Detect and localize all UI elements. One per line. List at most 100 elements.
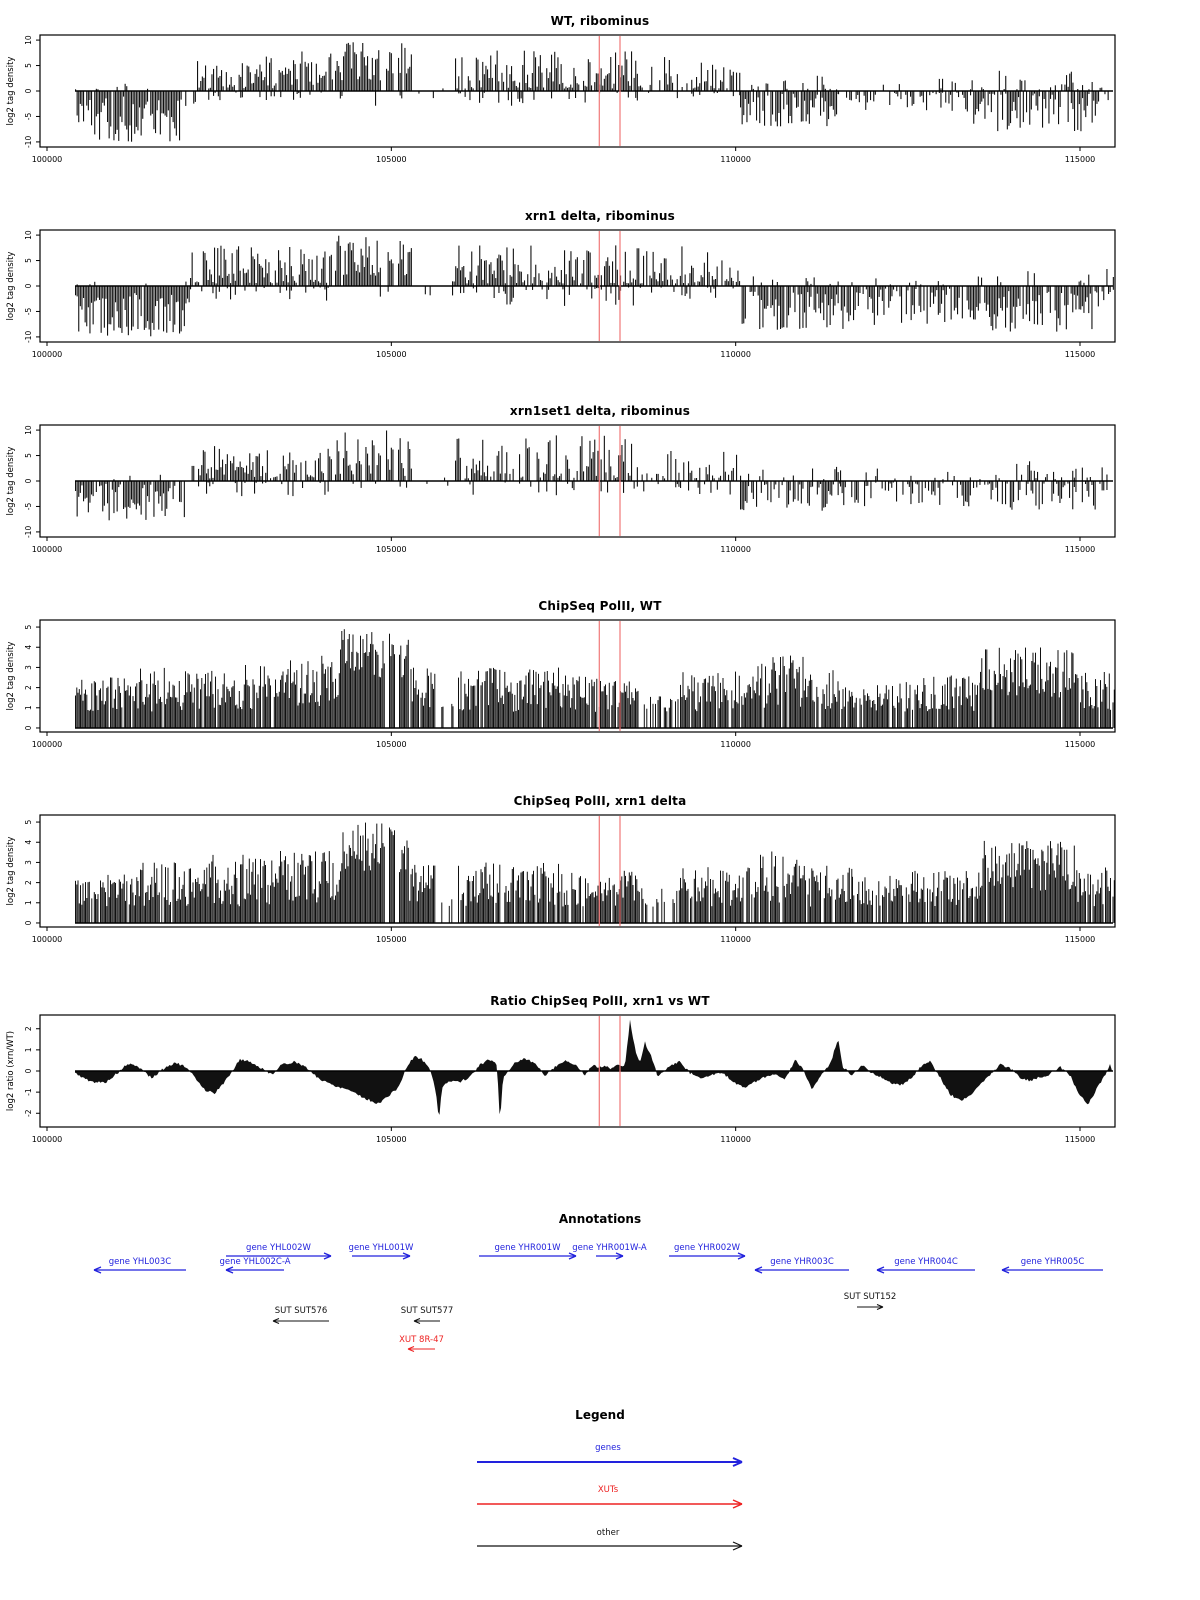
gene-label: gene YHR003C	[770, 1257, 834, 1267]
y-tick-label: 5	[24, 819, 33, 824]
y-tick-label: 2	[24, 1026, 33, 1031]
gene-label: gene YHR001W-A	[572, 1243, 647, 1253]
bars	[75, 430, 1108, 521]
sut-arrow	[413, 1318, 440, 1324]
x-tick-label: 110000	[720, 155, 751, 164]
panel-title: WT, ribominus	[550, 14, 650, 28]
gene-label: gene YHR001W	[494, 1243, 561, 1253]
gene-label: gene YHL002C-A	[219, 1257, 290, 1267]
panel-ratio-chipseq: Ratio ChipSeq PolII, xrn1 vs WT -2 -1 0 1 2 1…	[0, 988, 1200, 1183]
y-tick-label: -5	[24, 502, 33, 510]
y-tick-label: 5	[24, 453, 33, 458]
y-tick-label: 0	[24, 283, 33, 288]
x-tick-label: 115000	[1065, 350, 1096, 359]
x-tick-label: 105000	[376, 1135, 407, 1144]
gene-arrow	[596, 1252, 624, 1260]
x-tick-label: 110000	[720, 350, 751, 359]
x-tick-label: 100000	[32, 1135, 63, 1144]
panel-chipseq-wt-plot: 0 1 2 3 4 5 100000 105000 110000 115000 log2 tag d…	[6, 619, 1116, 749]
y-tick-label: 3	[24, 665, 33, 670]
gene-label: gene YHL003C	[109, 1257, 171, 1267]
xut-arrow	[407, 1346, 435, 1352]
y-tick-label: -2	[24, 1109, 33, 1117]
xut-label: XUT 8R-47	[399, 1335, 444, 1345]
x-tick-label: 115000	[1065, 155, 1096, 164]
gene-label: gene YHL002W	[246, 1243, 311, 1253]
panel-wt-ribominus: WT, ribominus -10 -5 0 5 10 100000 105000 11000…	[0, 8, 1200, 203]
sut-arrow	[272, 1318, 329, 1324]
y-axis-label: log2 ratio (xrn/WT)	[6, 1031, 16, 1111]
panel-chipseq-wt: ChipSeq PolII, WT 0 1 2 3 4 5 100000 105000 1100…	[0, 593, 1200, 788]
y-tick-label: -5	[24, 307, 33, 315]
x-tick-label: 100000	[32, 155, 63, 164]
bars	[75, 629, 1115, 728]
x-tick-label: 105000	[376, 740, 407, 749]
y-axis-label: log2 tag density	[6, 447, 16, 516]
x-tick-label: 105000	[376, 350, 407, 359]
y-tick-label: -1	[24, 1088, 33, 1096]
legend-item-label: genes	[595, 1443, 621, 1453]
x-tick-label: 110000	[720, 545, 751, 554]
y-axis-label: log2 tag density	[6, 642, 16, 711]
y-tick-label: 10	[24, 35, 33, 45]
sut-label: SUT SUT577	[401, 1306, 454, 1316]
y-tick-label: -10	[24, 136, 33, 148]
y-tick-label: 4	[24, 840, 33, 845]
plot-box	[39, 814, 1116, 928]
y-tick-label: 0	[24, 920, 33, 925]
x-tick-label: 100000	[32, 350, 63, 359]
y-tick-label: 0	[24, 88, 33, 93]
panel-xrn1set1-ribominus: xrn1set1 delta, ribominus -10 -5 0 5 10 10000…	[0, 398, 1200, 593]
gene-label: gene YHL001W	[349, 1243, 414, 1253]
x-tick-label: 105000	[376, 155, 407, 164]
y-tick-label: 1	[24, 705, 33, 710]
gene-label: gene YHR004C	[894, 1257, 958, 1267]
legend-item-arrow	[477, 1499, 743, 1509]
x-tick-label: 115000	[1065, 740, 1096, 749]
panel-title: ChipSeq PolII, xrn1 delta	[513, 794, 687, 808]
x-tick-label: 110000	[720, 935, 751, 944]
panel-title: ChipSeq PolII, WT	[538, 599, 662, 613]
y-tick-label: -10	[24, 331, 33, 343]
y-axis-label: log2 tag density	[6, 57, 16, 126]
y-tick-label: 1	[24, 1047, 33, 1052]
annotations-title: Annotations	[558, 1212, 642, 1226]
y-tick-label: 2	[24, 880, 33, 885]
sut-label: SUT SUT152	[844, 1292, 897, 1302]
x-tick-label: 100000	[32, 935, 63, 944]
legend-item-label: other	[597, 1528, 620, 1538]
x-tick-label: 100000	[32, 740, 63, 749]
y-tick-label: 3	[24, 860, 33, 865]
bars	[75, 822, 1115, 923]
sut-arrow	[857, 1304, 884, 1310]
y-tick-label: 0	[24, 478, 33, 483]
gene-arrow	[876, 1266, 975, 1274]
panel-wt-ribominus-plot: -10 -5 0 5 10 100000 105000 110000 115000 log2 ta…	[6, 34, 1116, 164]
panel-chipseq-xrn1-plot: 0 1 2 3 4 5 100000 105000 110000 115000 log2 tag d…	[6, 814, 1116, 944]
sut-label: SUT SUT576	[275, 1306, 328, 1316]
plot-box	[39, 619, 1116, 733]
gene-arrow	[669, 1252, 746, 1260]
y-axis-label: log2 tag density	[6, 837, 16, 906]
x-tick-label: 110000	[720, 740, 751, 749]
y-tick-label: 4	[24, 645, 33, 650]
x-tick-label: 100000	[32, 545, 63, 554]
gene-arrow	[479, 1252, 577, 1260]
gene-label: gene YHR002W	[674, 1243, 741, 1253]
bars	[75, 235, 1114, 337]
panel-title: xrn1 delta, ribominus	[524, 209, 676, 223]
y-tick-label: 2	[24, 685, 33, 690]
panel-ratio-chipseq-plot: -2 -1 0 1 2 100000 105000 110000 115000 log2 rati…	[6, 1014, 1116, 1144]
y-tick-label: 5	[24, 258, 33, 263]
x-tick-label: 105000	[376, 545, 407, 554]
panel-chipseq-xrn1: ChipSeq PolII, xrn1 delta 0 1 2 3 4 5 100000 10…	[0, 788, 1200, 983]
y-tick-label: 5	[24, 624, 33, 629]
gene-arrow	[1001, 1266, 1103, 1274]
x-tick-label: 110000	[720, 1135, 751, 1144]
bars	[75, 42, 1109, 142]
legend-item-arrow	[477, 1457, 743, 1467]
panel-xrn1set1-ribominus-plot: -10 -5 0 5 10 100000 105000 110000 115000 log2 ta…	[6, 424, 1116, 554]
y-tick-label: 1	[24, 900, 33, 905]
y-tick-label: -5	[24, 112, 33, 120]
x-tick-label: 115000	[1065, 935, 1096, 944]
